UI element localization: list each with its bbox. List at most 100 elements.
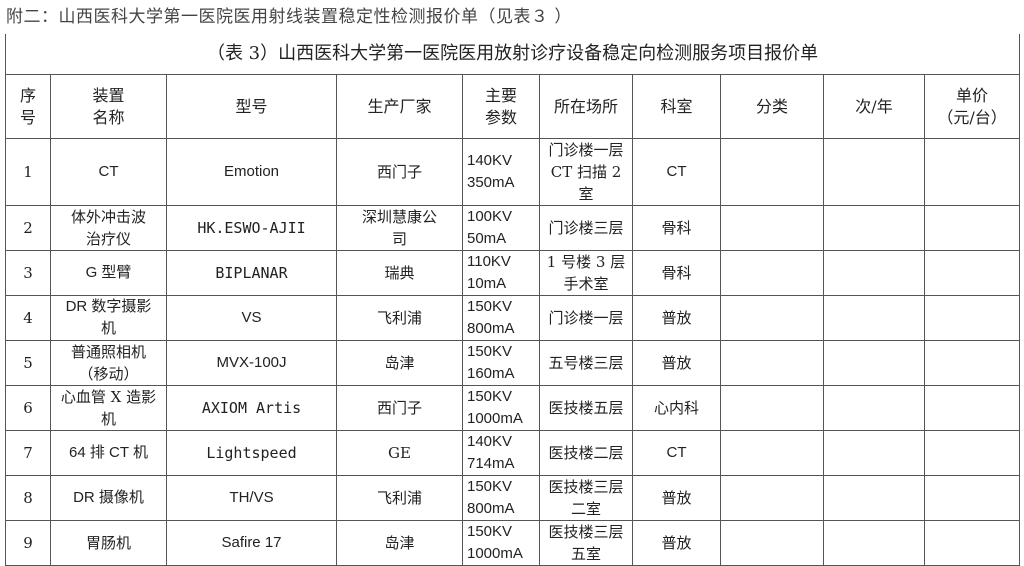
cell-dept: CT xyxy=(632,430,721,476)
cell-times xyxy=(823,475,925,521)
cell-model: Safire 17 xyxy=(166,520,337,566)
cell-dept: 普放 xyxy=(632,475,721,521)
cell-category xyxy=(720,295,824,341)
cell-category xyxy=(720,340,824,386)
cell-category xyxy=(720,250,824,296)
table-row: 2 体外冲击波 治疗仪 HK.ESWO-AJII 深圳慧康公 司 100KV 50mA 门诊… xyxy=(5,205,1021,251)
header-row: 序 号装置 名称 型号 生产厂家 主要 参数 所在场所 科室 分类 次/年 单价 （元/台） xyxy=(5,74,1021,139)
cell-params: 100KV 50mA xyxy=(462,205,540,251)
param-ma: 50mA xyxy=(467,230,507,247)
cell-dept: 普放 xyxy=(632,340,721,386)
cell-model: VS xyxy=(166,295,337,341)
param-kv: 150KV xyxy=(467,388,513,405)
cell-price xyxy=(923,385,1021,431)
cell-name: 胃肠机 xyxy=(50,520,167,566)
cell-category xyxy=(720,475,824,521)
param-ma: 10mA xyxy=(467,275,507,292)
cell-dept: 骨科 xyxy=(632,205,721,251)
cell-no: 7 xyxy=(5,430,51,476)
table-row: 4 DR 数字摄影 机 VS 飞利浦 150KV 800mA 门诊楼一层 普放 xyxy=(5,295,1021,341)
cell-params: 150KV 800mA xyxy=(462,475,540,521)
cell-no: 1 xyxy=(5,138,51,206)
cell-params: 150KV 1000mA xyxy=(462,520,540,566)
cell-model: MVX-100J xyxy=(166,340,337,386)
cell-name: 体外冲击波 治疗仪 xyxy=(50,205,167,251)
cell-price xyxy=(923,475,1021,521)
cell-maker: GE xyxy=(336,430,463,476)
cell-model: Emotion xyxy=(166,138,337,206)
cell-price xyxy=(923,520,1021,566)
cell-category xyxy=(720,430,824,476)
param-ma: 800mA xyxy=(467,500,515,517)
table-row: 7 64 排 CT 机 Lightspeed GE 140KV 714mA 医技楼二层 CT xyxy=(5,430,1021,476)
cell-name: 64 排 CT 机 xyxy=(50,430,167,476)
cell-maker: 岛津 xyxy=(336,340,463,386)
header-no: 序 号 xyxy=(5,74,51,139)
cell-maker: 西门子 xyxy=(336,138,463,206)
cell-location: 医技楼三层 五室 xyxy=(539,520,633,566)
param-kv: 110KV xyxy=(467,253,511,270)
cell-dept: 心内科 xyxy=(632,385,721,431)
param-kv: 150KV xyxy=(467,343,513,360)
cell-dept: 普放 xyxy=(632,520,721,566)
cell-location: 门诊楼一层 xyxy=(539,295,633,341)
cell-location: 医技楼五层 xyxy=(539,385,633,431)
cell-dept: 普放 xyxy=(632,295,721,341)
cell-times xyxy=(823,385,925,431)
cell-maker: 西门子 xyxy=(336,385,463,431)
cell-price xyxy=(923,250,1021,296)
cell-price xyxy=(923,295,1021,341)
cell-maker: 飞利浦 xyxy=(336,475,463,521)
cell-category xyxy=(720,385,824,431)
cell-price xyxy=(923,340,1021,386)
cell-model: TH/VS xyxy=(166,475,337,521)
param-kv: 150KV xyxy=(467,478,513,495)
cell-maker: 岛津 xyxy=(336,520,463,566)
param-kv: 150KV xyxy=(467,298,513,315)
cell-model: AXIOM Artis xyxy=(166,385,337,431)
cell-name: DR 摄像机 xyxy=(50,475,167,521)
param-kv: 140KV xyxy=(467,152,513,169)
cell-params: 110KV 10mA xyxy=(462,250,540,296)
cell-price xyxy=(923,430,1021,476)
cell-category xyxy=(720,138,824,206)
header-times: 次/年 xyxy=(823,74,925,139)
cell-maker: 飞利浦 xyxy=(336,295,463,341)
cell-no: 9 xyxy=(5,520,51,566)
cell-maker: 深圳慧康公 司 xyxy=(336,205,463,251)
cell-params: 140KV 350mA xyxy=(462,138,540,206)
cell-times xyxy=(823,295,925,341)
header-location: 所在场所 xyxy=(539,74,633,139)
cell-params: 140KV 714mA xyxy=(462,430,540,476)
cell-location: 门诊楼一层 CT 扫描 2 室 xyxy=(539,138,633,206)
param-ma: 800mA xyxy=(467,320,515,337)
param-ma: 1000mA xyxy=(467,410,523,427)
param-kv: 150KV xyxy=(467,523,513,540)
param-ma: 350mA xyxy=(467,174,515,191)
header-params: 主要 参数 xyxy=(462,74,540,139)
table-row: 9 胃肠机 Safire 17 岛津 150KV 1000mA 医技楼三层 五室 普放 xyxy=(5,520,1021,566)
cell-category xyxy=(720,520,824,566)
table-row: 8 DR 摄像机 TH/VS 飞利浦 150KV 800mA 医技楼三层 二室 普放 xyxy=(5,475,1021,521)
cell-params: 150KV 1000mA xyxy=(462,385,540,431)
param-kv: 100KV xyxy=(467,208,513,225)
cell-times xyxy=(823,340,925,386)
cell-params: 150KV 160mA xyxy=(462,340,540,386)
param-ma: 714mA xyxy=(467,455,515,472)
header-model: 型号 xyxy=(166,74,337,139)
price-table: （表 3）山西医科大学第一医院医用放射诊疗设备稳定向检测服务项目报价单 序 号装… xyxy=(4,34,1021,566)
header-name: 装置 名称 xyxy=(50,74,167,139)
cell-price xyxy=(923,205,1021,251)
header-category: 分类 xyxy=(720,74,824,139)
cell-name: 普通照相机 （移动） xyxy=(50,340,167,386)
cell-times xyxy=(823,138,925,206)
header-dept: 科室 xyxy=(632,74,721,139)
param-kv: 140KV xyxy=(467,433,513,450)
cell-location: 五号楼三层 xyxy=(539,340,633,386)
header-maker: 生产厂家 xyxy=(336,74,463,139)
cell-times xyxy=(823,520,925,566)
cell-params: 150KV 800mA xyxy=(462,295,540,341)
cell-price xyxy=(923,138,1021,206)
cell-location: 1 号楼 3 层 手术室 xyxy=(539,250,633,296)
